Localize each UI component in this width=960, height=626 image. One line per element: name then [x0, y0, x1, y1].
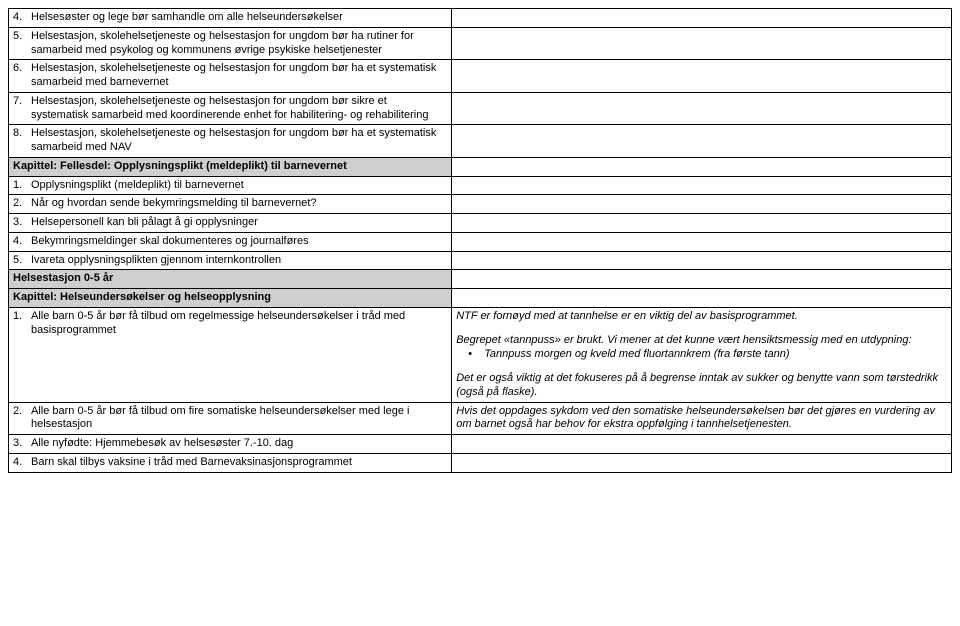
item-number: 8. [13, 127, 31, 155]
item-text: Helsestasjon, skolehelsetjeneste og hels… [31, 62, 447, 90]
table-row: 6.Helsestasjon, skolehelsetjeneste og he… [9, 60, 952, 93]
comment-text: Hvis det oppdages sykdom ved den somatis… [456, 405, 947, 433]
item-number: 6. [13, 62, 31, 90]
item-number: 4. [13, 456, 31, 470]
item-number: 2. [13, 405, 31, 433]
right-cell [452, 214, 952, 233]
table-row: 5.Helsestasjon, skolehelsetjeneste og he… [9, 27, 952, 60]
table-row: 4.Barn skal tilbys vaksine i tråd med Ba… [9, 453, 952, 472]
item-number: 1. [13, 179, 31, 193]
item-number: 3. [13, 216, 31, 230]
item-number: 5. [13, 254, 31, 268]
table-row: 1.Opplysningsplikt (meldeplikt) til barn… [9, 176, 952, 195]
right-cell [452, 176, 952, 195]
section-header: Kapittel: Fellesdel: Opplysningsplikt (m… [9, 157, 452, 176]
right-cell [452, 60, 952, 93]
table-row: 4.Helsesøster og lege bør samhandle om a… [9, 9, 952, 28]
right-cell [452, 27, 952, 60]
table-row: 8.Helsestasjon, skolehelsetjeneste og he… [9, 125, 952, 158]
item-text: Helsesøster og lege bør samhandle om all… [31, 11, 447, 25]
section-header-row: Helsestasjon 0-5 år [9, 270, 952, 289]
bullet-icon: • [456, 348, 484, 362]
right-cell [452, 453, 952, 472]
comment-text: Begrepet «tannpuss» er brukt. Vi mener a… [456, 334, 947, 348]
item-text: Helsepersonell kan bli pålagt å gi opply… [31, 216, 447, 230]
right-cell: Hvis det oppdages sykdom ved den somatis… [452, 402, 952, 435]
right-cell [452, 289, 952, 308]
right-cell [452, 270, 952, 289]
item-text: Helsestasjon, skolehelsetjeneste og hels… [31, 30, 447, 58]
right-cell: NTF er fornøyd med at tannhelse er en vi… [452, 307, 952, 402]
table-row: 4.Bekymringsmeldinger skal dokumenteres … [9, 232, 952, 251]
item-text: Barn skal tilbys vaksine i tråd med Barn… [31, 456, 447, 470]
right-cell [452, 92, 952, 125]
item-text: Alle barn 0-5 år bør få tilbud om fire s… [31, 405, 447, 433]
table-row: 1. Alle barn 0-5 år bør få tilbud om reg… [9, 307, 952, 402]
table-row: 3.Helsepersonell kan bli pålagt å gi opp… [9, 214, 952, 233]
item-text: Helsestasjon, skolehelsetjeneste og hels… [31, 95, 447, 123]
right-cell [452, 9, 952, 28]
table-row: 2.Når og hvordan sende bekymringsmelding… [9, 195, 952, 214]
item-text: Alle barn 0-5 år bør få tilbud om regelm… [31, 310, 447, 338]
comment-text: NTF er fornøyd med at tannhelse er en vi… [456, 310, 947, 324]
item-number: 4. [13, 235, 31, 249]
table-row: 3.Alle nyfødte: Hjemmebesøk av helsesøst… [9, 435, 952, 454]
item-text: Alle nyfødte: Hjemmebesøk av helsesøster… [31, 437, 447, 451]
right-cell [452, 232, 952, 251]
table-row: 2. Alle barn 0-5 år bør få tilbud om fir… [9, 402, 952, 435]
item-number: 2. [13, 197, 31, 211]
item-text: Når og hvordan sende bekymringsmelding t… [31, 197, 447, 211]
item-text: Helsestasjon, skolehelsetjeneste og hels… [31, 127, 447, 155]
right-cell [452, 195, 952, 214]
section-header-row: Kapittel: Helseundersøkelser og helseopp… [9, 289, 952, 308]
item-number: 7. [13, 95, 31, 123]
item-text: Bekymringsmeldinger skal dokumenteres og… [31, 235, 447, 249]
comment-text: Det er også viktig at det fokuseres på å… [456, 372, 947, 400]
right-cell [452, 125, 952, 158]
right-cell [452, 157, 952, 176]
right-cell [452, 251, 952, 270]
section-header-row: Kapittel: Fellesdel: Opplysningsplikt (m… [9, 157, 952, 176]
item-text: Ivareta opplysningsplikten gjennom inter… [31, 254, 447, 268]
item-text: Opplysningsplikt (meldeplikt) til barnev… [31, 179, 447, 193]
section-header: Helsestasjon 0-5 år [9, 270, 452, 289]
section-header: Kapittel: Helseundersøkelser og helseopp… [9, 289, 452, 308]
item-number: 3. [13, 437, 31, 451]
right-cell [452, 435, 952, 454]
item-number: 4. [13, 11, 31, 25]
table-row: 7.Helsestasjon, skolehelsetjeneste og he… [9, 92, 952, 125]
item-number: 1. [13, 310, 31, 338]
item-number: 5. [13, 30, 31, 58]
document-table: 4.Helsesøster og lege bør samhandle om a… [8, 8, 952, 473]
table-row: 5.Ivareta opplysningsplikten gjennom int… [9, 251, 952, 270]
comment-text: Tannpuss morgen og kveld med fluortannkr… [484, 348, 947, 362]
